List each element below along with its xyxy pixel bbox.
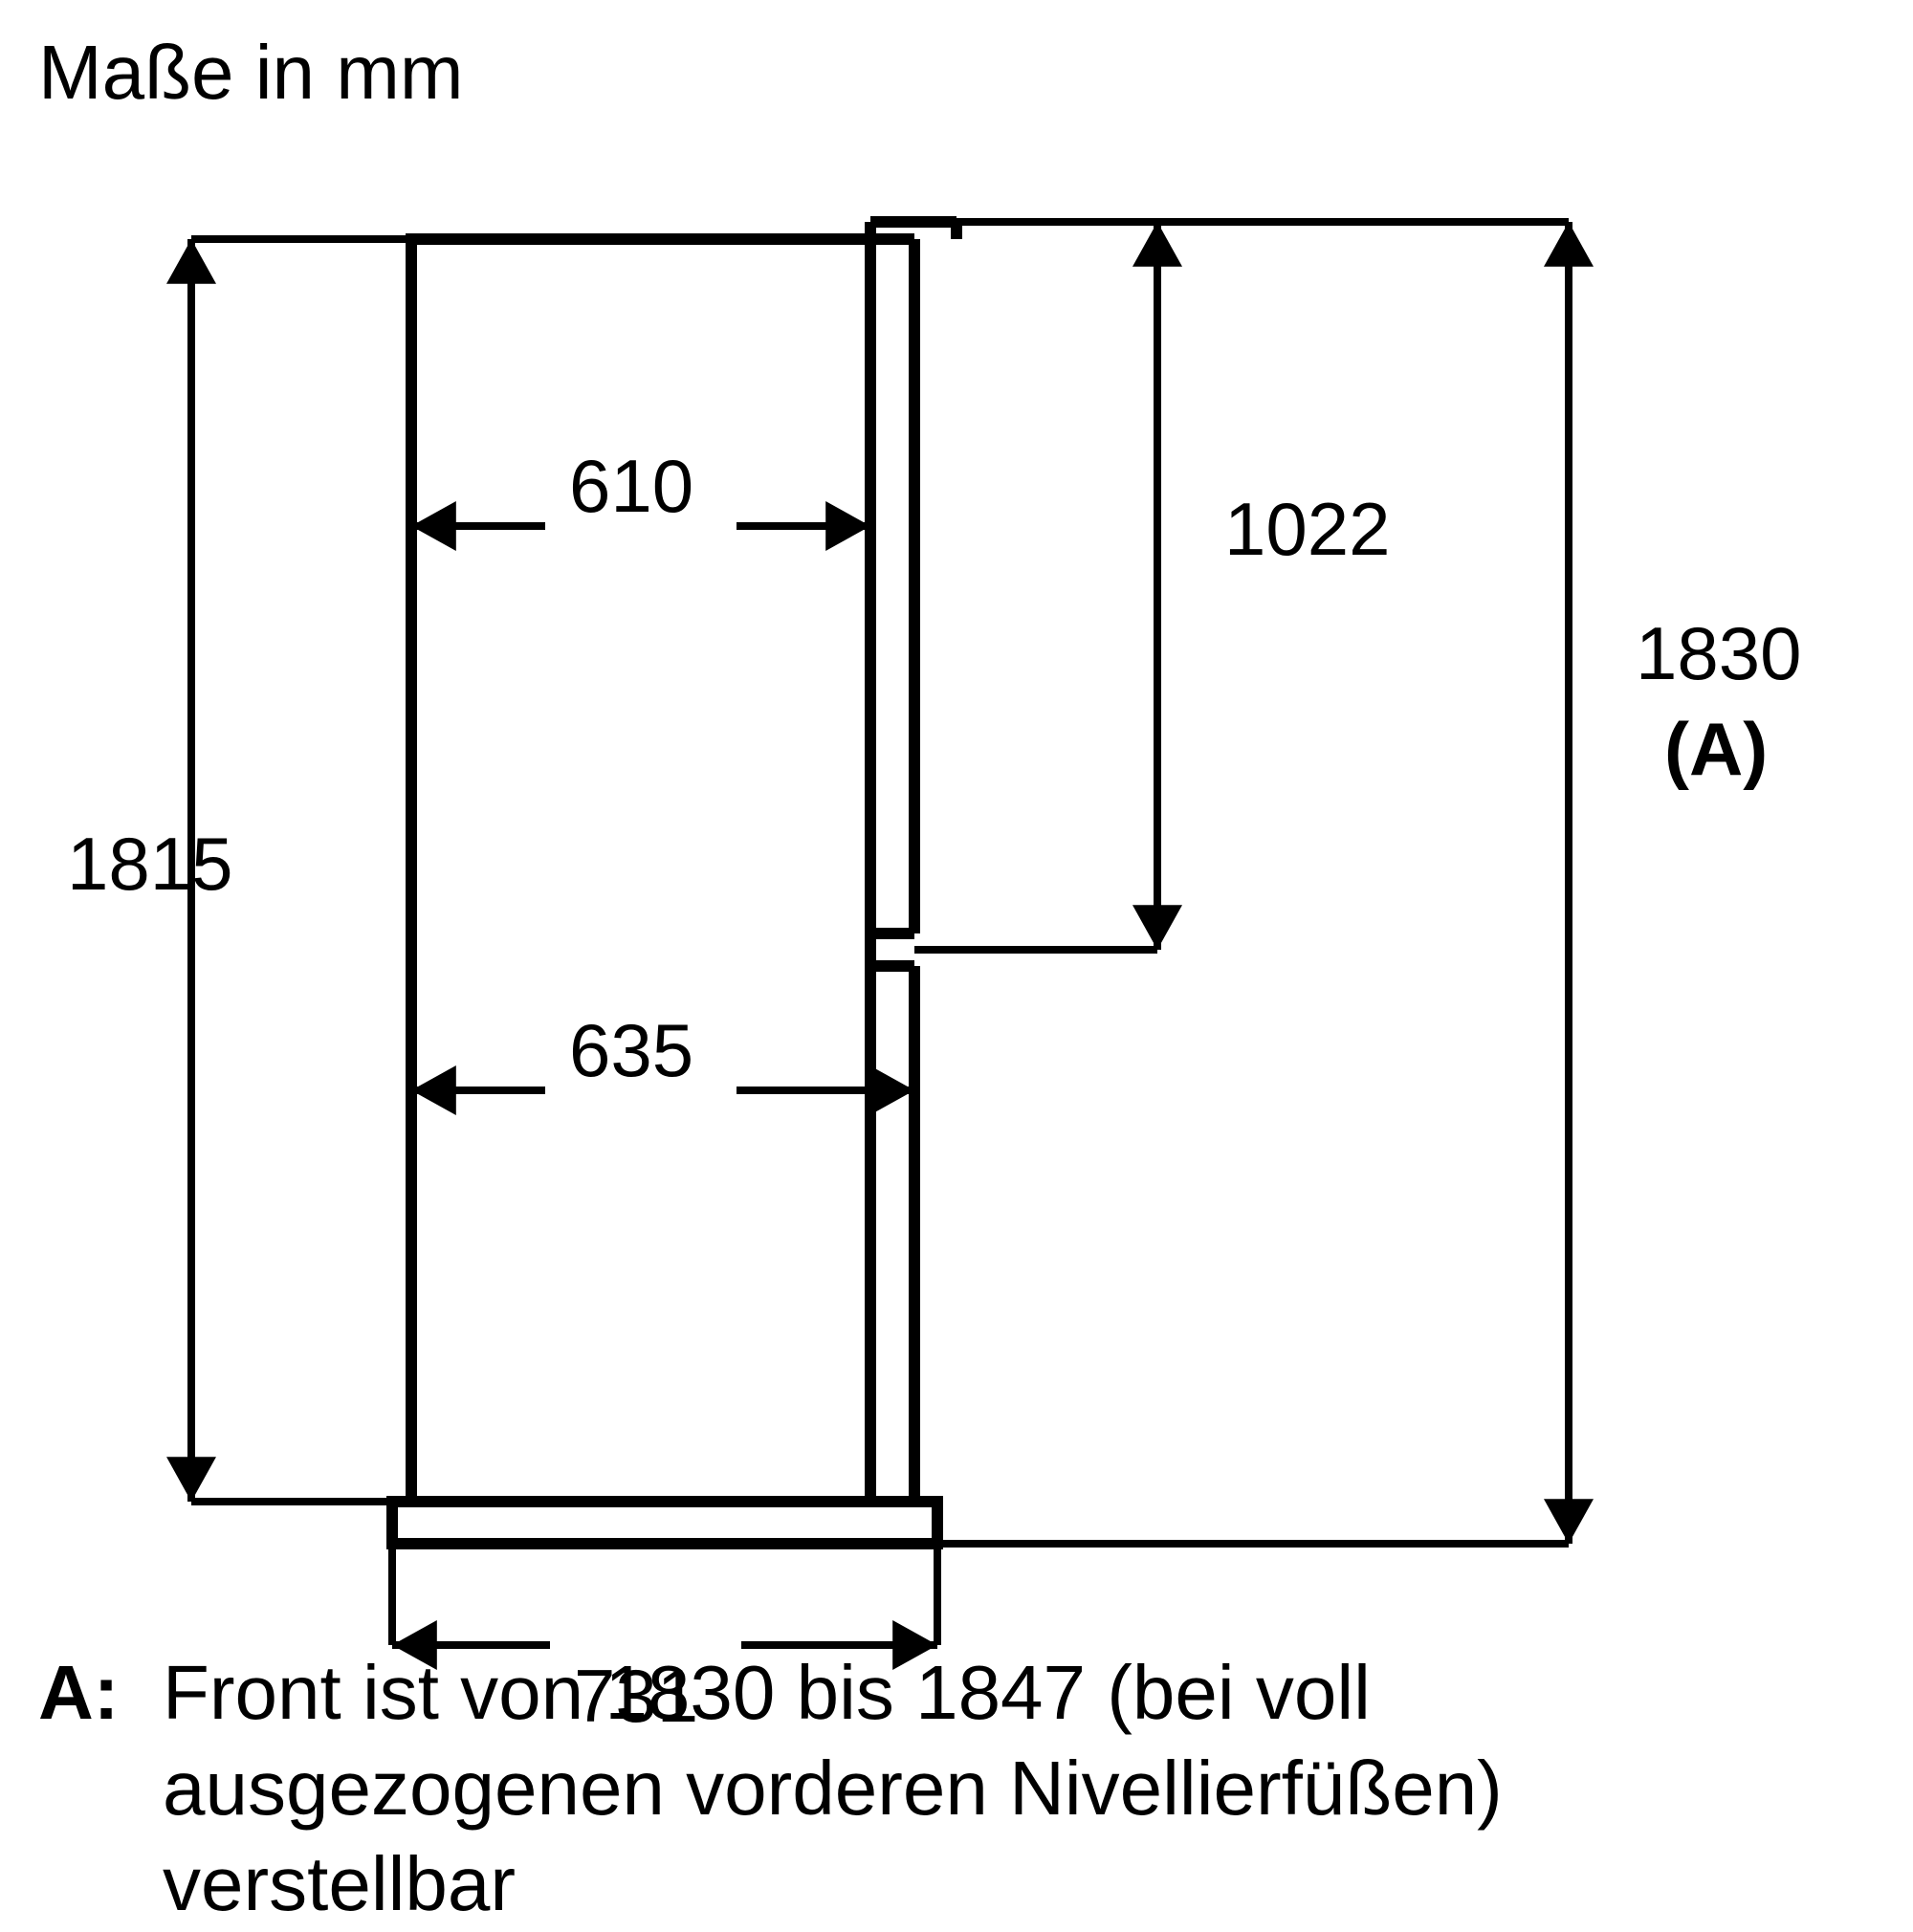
svg-text:635: 635 bbox=[569, 1008, 693, 1092]
footer-line-3: verstellbar bbox=[38, 1836, 1503, 1932]
footer-note: A: Front ist von 1830 bis 1847 (bei voll… bbox=[38, 1645, 1503, 1932]
svg-text:610: 610 bbox=[569, 444, 693, 528]
svg-text:(A): (A) bbox=[1664, 707, 1768, 791]
footer-line-2: ausgezogenen vorderen Nivellierfüßen) bbox=[38, 1741, 1503, 1836]
svg-text:1022: 1022 bbox=[1224, 487, 1391, 571]
svg-text:1815: 1815 bbox=[67, 822, 233, 906]
title-text: Maße in mm bbox=[38, 29, 464, 117]
footer-label: A: bbox=[38, 1645, 163, 1741]
dimension-drawing: 181561063573110221830(A) bbox=[0, 115, 1913, 1741]
svg-text:1830: 1830 bbox=[1636, 611, 1802, 695]
diagram-container: Maße in mm 181561063573110221830(A) A: F… bbox=[0, 0, 1913, 1913]
footer-line-1: Front ist von 1830 bis 1847 (bei voll bbox=[163, 1645, 1371, 1741]
